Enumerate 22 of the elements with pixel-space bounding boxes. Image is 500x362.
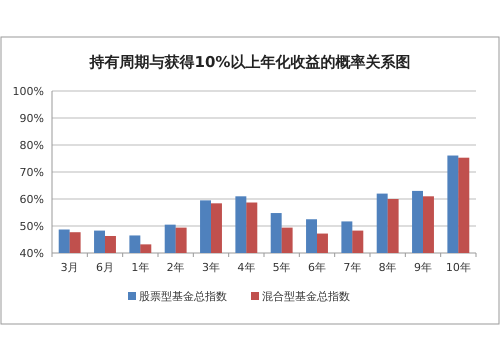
y-tick-label: 40%	[20, 247, 44, 260]
x-tick-label: 5年	[272, 261, 291, 274]
y-tick-label: 80%	[20, 139, 44, 152]
y-tick-label: 70%	[20, 166, 44, 179]
x-tick-label: 4年	[237, 261, 256, 274]
x-tick-label: 8年	[378, 261, 397, 274]
x-tick-label: 1年	[131, 261, 150, 274]
y-tick-label: 90%	[20, 112, 44, 125]
chart-title: 持有周期与获得10%以上年化收益的概率关系图	[88, 53, 410, 71]
legend-label: 股票型基金总指数	[139, 290, 227, 303]
legend-label: 混合型基金总指数	[262, 290, 350, 303]
x-tick-label: 9年	[414, 261, 432, 274]
x-tick-label: 3月	[60, 261, 79, 274]
x-tick-label: 10年	[446, 261, 471, 274]
x-tick-label: 6年	[308, 261, 326, 274]
y-tick-label: 50%	[20, 220, 44, 233]
x-tick-label: 6月	[96, 261, 114, 274]
x-tick-label: 2年	[166, 261, 185, 274]
x-tick-label: 7年	[343, 261, 362, 274]
y-tick-label: 100%	[12, 85, 44, 98]
y-tick-label: 60%	[20, 193, 44, 206]
x-tick-label: 3年	[202, 261, 220, 274]
